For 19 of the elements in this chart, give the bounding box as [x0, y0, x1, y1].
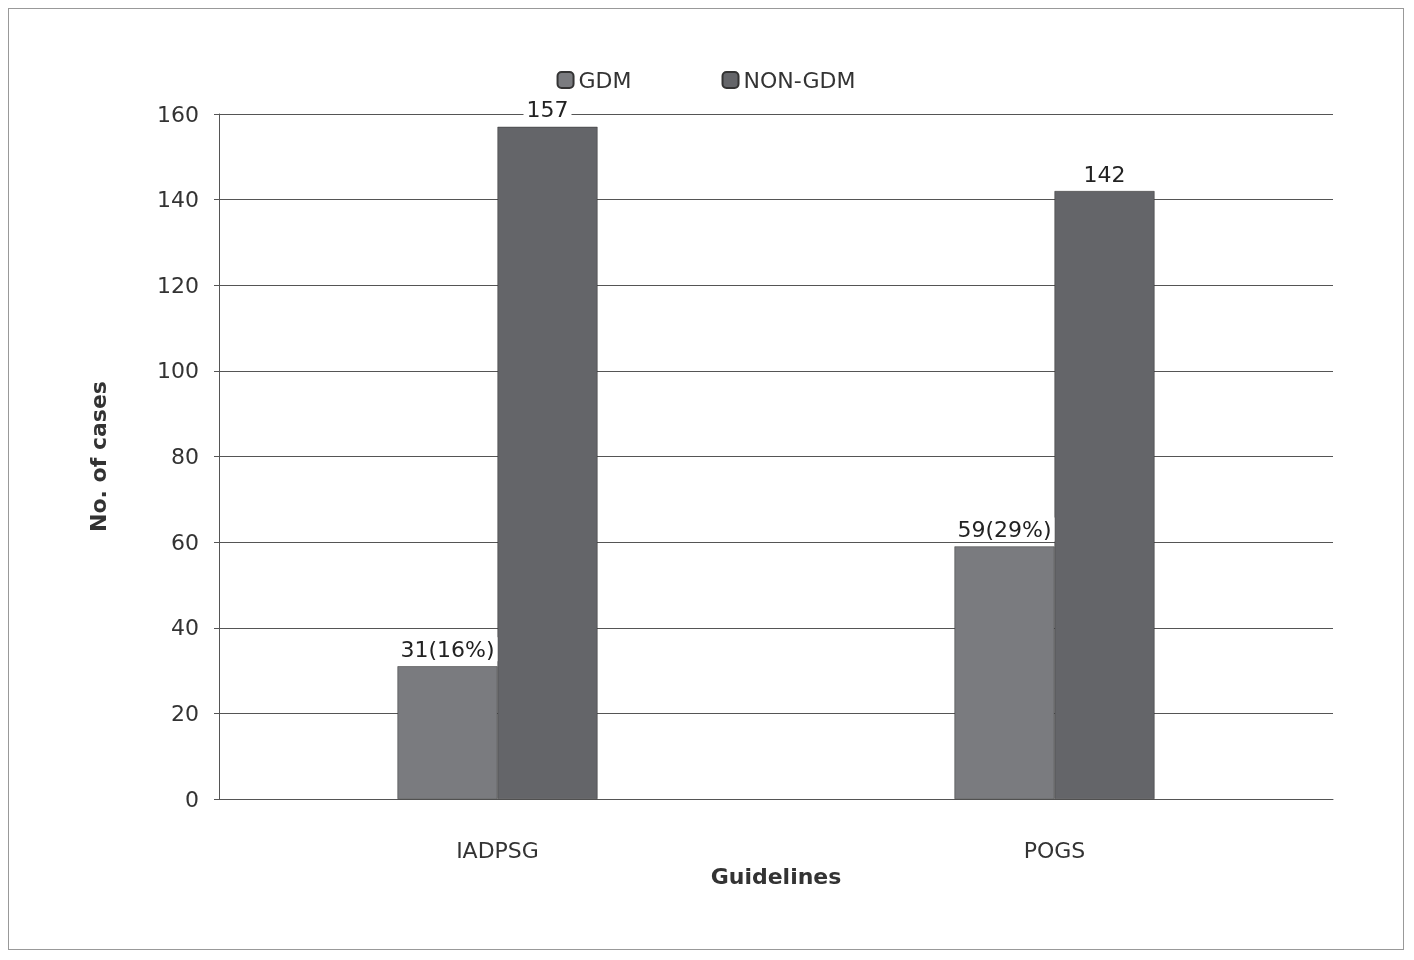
y-tick-label: 80 [171, 444, 199, 469]
y-tick-label: 40 [171, 615, 199, 641]
data-label: 31(16%) [400, 636, 495, 662]
data-label: 142 [1083, 161, 1126, 187]
y-tick-label: 100 [157, 358, 199, 384]
y-tick-label: 60 [171, 529, 199, 555]
y-axis-title: No. of cases [85, 381, 111, 532]
y-tick-label: 20 [171, 700, 199, 726]
y-tick-label: 160 [157, 101, 199, 127]
data-label: 157 [526, 97, 569, 123]
data-label: 59(29%) [957, 516, 1052, 542]
legend-label: NON-GDM [743, 67, 856, 93]
x-tick-label: IADPSG [456, 837, 539, 863]
legend-label: GDM [578, 67, 632, 93]
x-axis-title: Guidelines [710, 864, 842, 890]
y-tick-label: 140 [157, 187, 199, 213]
y-tick-label: 120 [157, 272, 199, 298]
y-tick-label: 0 [185, 786, 199, 812]
x-tick-label: POGS [1023, 837, 1086, 863]
